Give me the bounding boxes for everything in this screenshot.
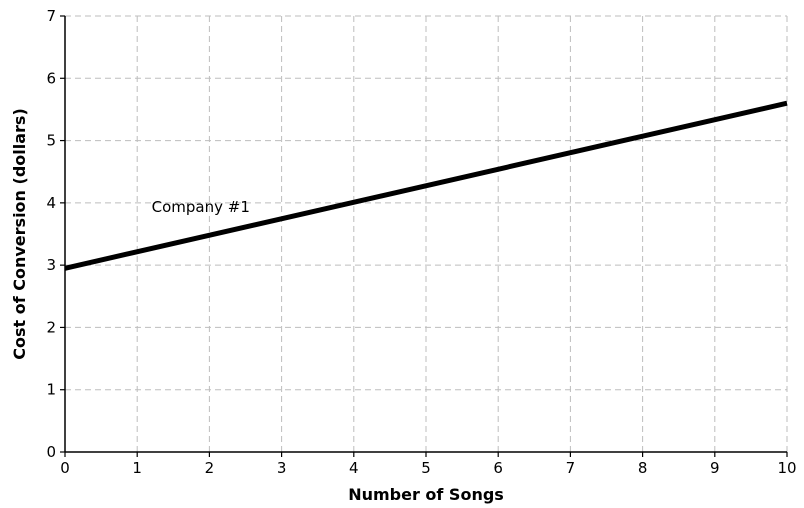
y-tick-label: 6 bbox=[46, 69, 56, 87]
y-tick-label: 3 bbox=[46, 256, 56, 274]
series-lines bbox=[64, 100, 788, 271]
x-tick-labels: 0 1 2 3 4 5 6 7 8 9 10 bbox=[60, 459, 796, 477]
y-tick-label: 0 bbox=[46, 443, 56, 461]
x-tick-label: 9 bbox=[710, 459, 720, 477]
y-tick-label: 2 bbox=[46, 318, 56, 336]
x-tick-label: 0 bbox=[60, 459, 70, 477]
y-tick-label: 1 bbox=[46, 381, 56, 399]
axes bbox=[60, 15, 788, 457]
y-axis-label: Cost of Conversion (dollars) bbox=[10, 108, 29, 360]
series-label-company-1: Company #1 bbox=[152, 198, 250, 216]
x-tick-label: 3 bbox=[277, 459, 287, 477]
x-tick-label: 5 bbox=[421, 459, 431, 477]
annotations: Company #1 bbox=[152, 198, 250, 216]
grid bbox=[65, 15, 788, 452]
x-tick-label: 2 bbox=[205, 459, 215, 477]
x-tick-label: 7 bbox=[566, 459, 576, 477]
y-tick-label: 7 bbox=[46, 7, 56, 25]
series-line-company-1 bbox=[64, 100, 788, 271]
x-axis-label: Number of Songs bbox=[348, 485, 504, 504]
x-tick-label: 6 bbox=[493, 459, 503, 477]
x-tick-label: 10 bbox=[777, 459, 796, 477]
y-tick-label: 4 bbox=[46, 194, 56, 212]
y-tick-labels: 0 1 2 3 4 5 6 7 bbox=[46, 7, 56, 461]
x-tick-label: 4 bbox=[349, 459, 359, 477]
y-tick-label: 5 bbox=[46, 132, 56, 150]
x-tick-label: 1 bbox=[132, 459, 142, 477]
x-tick-label: 8 bbox=[638, 459, 648, 477]
